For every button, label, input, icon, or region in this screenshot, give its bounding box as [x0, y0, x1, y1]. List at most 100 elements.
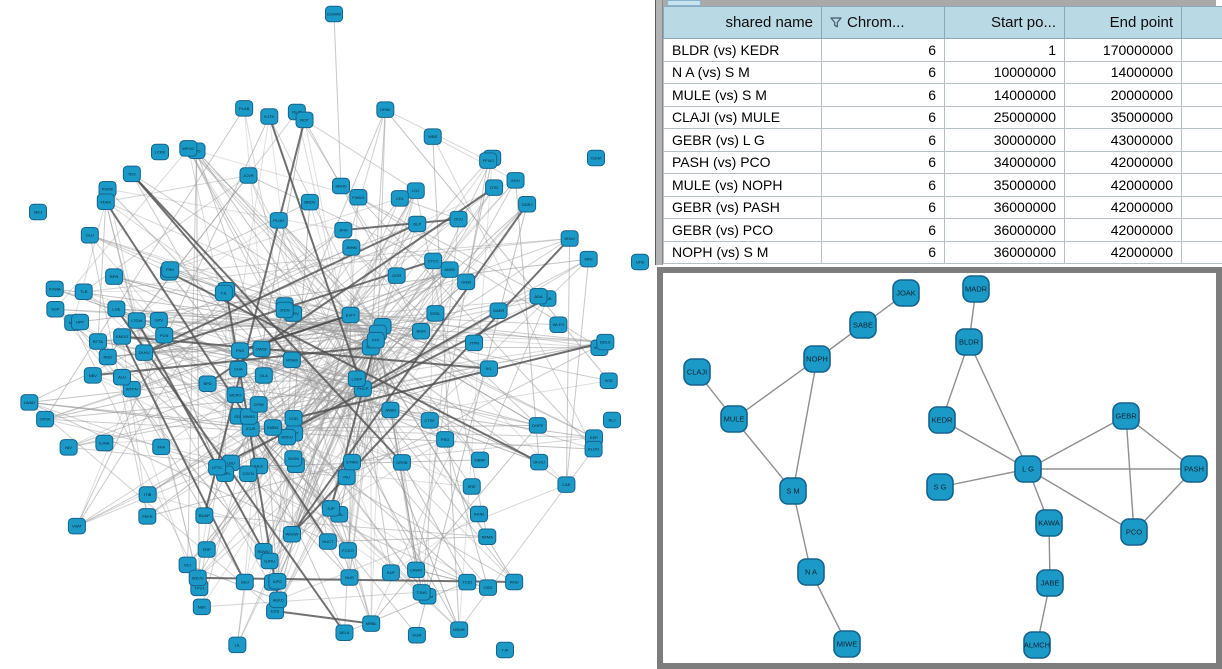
network-node[interactable]: WMJW — [283, 525, 302, 543]
network-node-jabe[interactable]: JABE — [1036, 569, 1064, 597]
network-node[interactable]: KUF — [381, 564, 400, 581]
network-node[interactable]: WLFG — [549, 316, 568, 333]
table-row[interactable]: MULE (vs) NOPH6350000004200000010.5 — [663, 173, 1222, 197]
network-node[interactable]: FWDG — [349, 189, 368, 206]
table-row[interactable]: BLDR (vs) KEDR61170000000192.0 — [663, 38, 1222, 62]
network-node[interactable]: NIV — [59, 439, 78, 456]
network-node[interactable]: FRP — [197, 541, 216, 558]
network-node-claji[interactable]: CLAJI — [683, 358, 711, 386]
column-header-end-point[interactable]: End point — [1064, 6, 1182, 39]
network-node[interactable]: EJFT — [341, 306, 360, 324]
network-node[interactable]: CHA — [229, 360, 248, 378]
network-node-s-m[interactable]: S M — [779, 477, 807, 505]
network-node[interactable]: GHW — [457, 273, 476, 291]
network-node[interactable]: UFB — [631, 253, 649, 271]
network-node[interactable]: GPV — [149, 311, 168, 329]
network-node[interactable]: HPP — [71, 313, 89, 331]
network-node[interactable]: GDJ — [235, 573, 254, 591]
table-row[interactable]: CLAJI (vs) MULE625000000350000005.9 — [663, 105, 1222, 129]
network-node[interactable]: LTGW — [127, 312, 146, 329]
subnetwork-canvas[interactable]: JOAK MADR SABE NOPH BLDR CLAJI MULE KEDR GEBR L G… — [663, 273, 1216, 663]
network-node[interactable]: ETRM — [343, 453, 362, 471]
network-node[interactable]: EMOO — [113, 328, 132, 345]
network-node[interactable]: BPN — [105, 268, 124, 285]
network-node[interactable]: ORSB — [392, 454, 411, 471]
network-node[interactable]: DGPF — [528, 417, 547, 434]
network-node[interactable]: LGE — [107, 300, 126, 318]
main-network-canvas[interactable]: EJFTPHCPLGKPVVIMRRKMTICUSMMTMBNFFEJPVCJL… — [0, 0, 655, 669]
network-node[interactable]: EJNA — [95, 434, 114, 452]
network-node-l-g[interactable]: L G — [1014, 455, 1042, 483]
network-node[interactable]: LCRK — [151, 143, 169, 161]
network-node[interactable]: JFIH — [334, 221, 353, 239]
network-node[interactable]: KRE — [462, 478, 481, 495]
network-node[interactable]: BPD — [198, 375, 217, 392]
network-node[interactable]: SOE — [599, 372, 618, 389]
table-row[interactable]: GEBR (vs) PCO636000000420000008.4 — [663, 218, 1222, 242]
network-node-pco[interactable]: PCO — [1120, 518, 1148, 546]
network-node[interactable]: CFIW — [249, 396, 268, 413]
network-node[interactable]: SGP — [46, 300, 65, 318]
table-vertical-scrollbar[interactable] — [655, 0, 663, 265]
network-node[interactable]: IHOB — [470, 505, 489, 523]
network-node[interactable]: SJP — [322, 500, 341, 517]
network-node[interactable]: WFOC — [179, 140, 198, 157]
network-node[interactable]: KJTK — [260, 108, 279, 125]
network-node[interactable]: BUAP — [195, 507, 214, 524]
network-node[interactable]: EKH — [506, 172, 525, 189]
network-node[interactable]: NUG — [340, 569, 359, 586]
network-node[interactable]: FFA — [152, 438, 171, 456]
network-node[interactable]: ERSL — [426, 305, 445, 322]
network-node-sabe[interactable]: SABE — [849, 311, 877, 339]
network-node[interactable]: MBNF — [471, 451, 490, 469]
network-node[interactable]: MTAM — [282, 351, 301, 369]
network-node-joak[interactable]: JOAK — [892, 279, 920, 307]
network-node[interactable]: LWAD — [20, 394, 39, 411]
network-node[interactable]: IKL — [480, 360, 499, 377]
network-node[interactable]: VVAT — [67, 517, 86, 535]
network-node[interactable]: DKOU — [530, 453, 549, 471]
network-node[interactable]: RHU — [505, 573, 524, 591]
network-node-mule[interactable]: MULE — [720, 405, 748, 433]
network-node[interactable]: TCSJ — [458, 573, 477, 591]
network-node[interactable]: JWBG — [381, 401, 400, 419]
network-node-noph[interactable]: NOPH — [803, 345, 831, 373]
network-node[interactable]: ITIB — [138, 486, 157, 503]
network-node[interactable]: MSMK — [450, 621, 469, 638]
network-node[interactable]: OWSF — [252, 340, 271, 358]
network-node[interactable]: LIL — [228, 636, 247, 654]
network-node-kedr[interactable]: KEDR — [928, 406, 956, 434]
table-row[interactable]: PASH (vs) PCO6340000004200000011.4 — [663, 150, 1222, 174]
network-node-pash[interactable]: PASH — [1180, 455, 1208, 483]
network-node[interactable]: OSD — [479, 579, 498, 596]
network-node[interactable]: TDV — [122, 165, 141, 183]
table-row[interactable]: GEBR (vs) PASH636000000420000008.9 — [663, 195, 1222, 219]
network-node[interactable]: IUFG — [268, 573, 287, 590]
network-node[interactable]: CTVC — [424, 252, 443, 270]
network-node[interactable]: NFMA — [478, 528, 497, 546]
network-node[interactable]: FNS — [231, 342, 250, 359]
network-node[interactable]: PITI — [366, 331, 385, 349]
network-node[interactable]: NWKS — [239, 408, 258, 425]
network-node[interactable]: PIU — [337, 468, 356, 486]
network-node[interactable]: CAWO — [407, 561, 426, 579]
network-node-miwe[interactable]: MIWE — [833, 630, 861, 658]
network-node[interactable]: OPAV — [376, 101, 395, 118]
network-node[interactable]: HUCT — [318, 533, 337, 550]
filter-icon[interactable] — [830, 17, 842, 28]
network-node[interactable]: FRH — [161, 261, 180, 278]
network-node[interactable]: GPSK — [36, 410, 55, 428]
network-node[interactable]: GJRU — [260, 552, 279, 570]
network-node-gebr[interactable]: GEBR — [1112, 402, 1140, 430]
network-node[interactable]: DLU — [80, 226, 99, 244]
table-row[interactable]: NOPH (vs) S M636000000420000009.9 — [663, 240, 1222, 264]
scrollbar-thumb[interactable] — [667, 0, 701, 6]
network-node[interactable]: TJK — [496, 641, 514, 659]
network-node[interactable]: OTD — [485, 179, 504, 196]
network-node[interactable]: BTTA — [88, 333, 107, 350]
network-node[interactable]: MFE — [579, 250, 598, 268]
network-node[interactable]: PKFE — [138, 508, 157, 525]
network-node[interactable]: HKHS — [332, 177, 350, 195]
network-node[interactable]: RDD — [98, 348, 117, 366]
network-node[interactable]: AEKD — [269, 591, 288, 609]
